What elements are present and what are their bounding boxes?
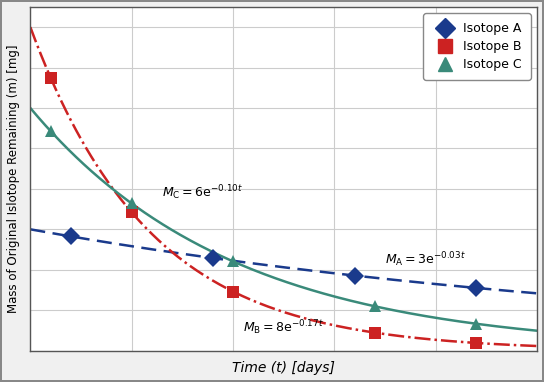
Y-axis label: Mass of Original Islotope Remaining (m) [mg]: Mass of Original Islotope Remaining (m) … [7, 45, 20, 313]
Text: $M_\mathrm{C} = 6\mathrm{e}^{-0.10t}$: $M_\mathrm{C} = 6\mathrm{e}^{-0.10t}$ [162, 183, 243, 202]
Text: $M_\mathrm{B} = 8\mathrm{e}^{-0.17t}$: $M_\mathrm{B} = 8\mathrm{e}^{-0.17t}$ [243, 319, 324, 337]
Text: $M_\mathrm{A} = 3\mathrm{e}^{-0.03t}$: $M_\mathrm{A} = 3\mathrm{e}^{-0.03t}$ [385, 250, 466, 269]
X-axis label: Time (t) [days]: Time (t) [days] [232, 361, 335, 375]
Legend: Isotope A, Isotope B, Isotope C: Isotope A, Isotope B, Isotope C [423, 13, 531, 80]
